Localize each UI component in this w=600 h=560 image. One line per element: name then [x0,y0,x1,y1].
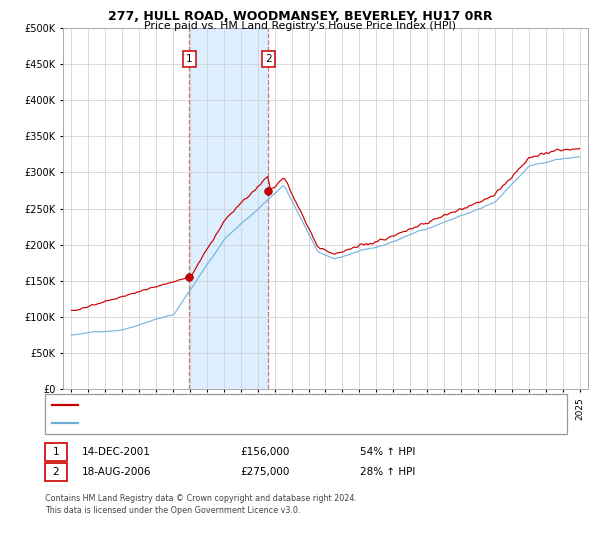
Text: Contains HM Land Registry data © Crown copyright and database right 2024.
This d: Contains HM Land Registry data © Crown c… [45,494,357,515]
Text: Price paid vs. HM Land Registry's House Price Index (HPI): Price paid vs. HM Land Registry's House … [144,21,456,31]
Text: £156,000: £156,000 [240,447,289,457]
Text: 14-DEC-2001: 14-DEC-2001 [82,447,151,457]
Text: 28% ↑ HPI: 28% ↑ HPI [360,467,415,477]
Text: HPI: Average price, detached house, East Riding of Yorkshire: HPI: Average price, detached house, East… [83,418,364,427]
Text: 2: 2 [52,467,59,477]
Text: 277, HULL ROAD, WOODMANSEY, BEVERLEY, HU17 0RR: 277, HULL ROAD, WOODMANSEY, BEVERLEY, HU… [107,10,493,23]
Text: 277, HULL ROAD, WOODMANSEY, BEVERLEY, HU17 0RR (detached house): 277, HULL ROAD, WOODMANSEY, BEVERLEY, HU… [83,400,425,409]
Text: £275,000: £275,000 [240,467,289,477]
Text: 54% ↑ HPI: 54% ↑ HPI [360,447,415,457]
Bar [190,28,268,389]
Text: 2: 2 [265,54,272,64]
Text: 1: 1 [52,447,59,457]
Text: 18-AUG-2006: 18-AUG-2006 [82,467,151,477]
Text: 1: 1 [186,54,193,64]
